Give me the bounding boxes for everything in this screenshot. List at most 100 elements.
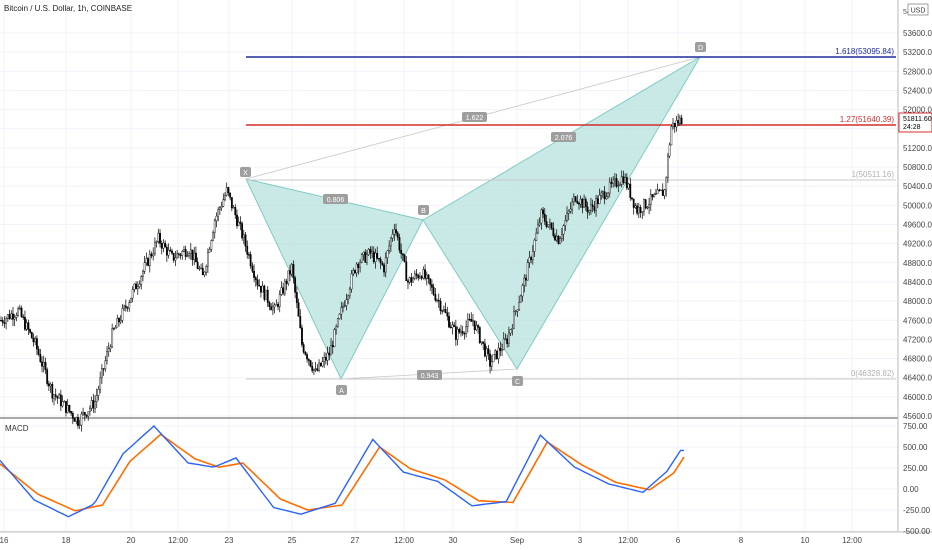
candle	[538, 222, 541, 226]
candle	[350, 273, 353, 290]
candle	[8, 314, 11, 319]
candle	[668, 144, 671, 157]
candle	[78, 424, 81, 426]
candle	[153, 242, 156, 255]
candle	[148, 253, 151, 266]
candle	[234, 207, 237, 216]
candle	[408, 277, 411, 283]
candle	[208, 249, 211, 253]
price-tick: 53600.00	[903, 29, 932, 38]
macd-axis[interactable]: 750.00 500.00 250.00 0.00 -250.00 -500.00	[903, 422, 931, 536]
candle	[102, 368, 105, 370]
candle	[179, 254, 182, 256]
candle	[283, 280, 286, 294]
candle	[128, 302, 131, 309]
candle	[378, 258, 380, 260]
time-axis[interactable]: 16 18 20 12:00 23 25 27 12:00 30 Sep 3 12:00 6 8 10 12:…	[0, 536, 863, 545]
candle	[10, 313, 13, 319]
candle	[326, 352, 329, 361]
candle	[20, 307, 23, 317]
candle	[54, 394, 57, 397]
ratio-bd: 2.076	[555, 135, 573, 142]
candle	[598, 195, 601, 204]
price-axis[interactable]: 53600.00 53200.00 52800.00 52400.00 52000.00…	[903, 29, 932, 421]
macd-line[interactable]	[0, 425, 684, 518]
candle	[504, 338, 507, 340]
candle	[325, 357, 327, 361]
candle	[210, 240, 213, 250]
macd-tick: 500.00	[903, 443, 928, 452]
macd-tick: 250.00	[903, 464, 928, 473]
currency-badge[interactable]	[907, 3, 929, 16]
candle	[583, 199, 586, 208]
time-tick: 30	[449, 536, 458, 545]
point-c-badge	[512, 376, 523, 386]
candle	[521, 285, 524, 297]
candle	[99, 377, 102, 390]
candle	[265, 289, 267, 300]
candle	[297, 302, 300, 317]
candle	[340, 307, 343, 315]
candle	[603, 191, 606, 200]
candle	[530, 257, 533, 260]
time-tick: 12:00	[394, 536, 415, 545]
candle	[656, 189, 659, 194]
currency-label: USD	[911, 8, 926, 15]
candle	[389, 237, 392, 247]
candle	[112, 328, 115, 330]
price-tick: 47200.00	[903, 335, 932, 344]
candle	[608, 181, 611, 194]
candle	[437, 299, 440, 302]
candle	[441, 310, 444, 312]
candle	[489, 353, 491, 367]
candle	[87, 411, 90, 417]
candle	[420, 276, 423, 279]
candlestick-series[interactable]	[0, 113, 683, 432]
candle	[47, 383, 50, 387]
candle	[665, 177, 668, 191]
last-price-tag: 51811.60 24:28	[898, 112, 932, 133]
candle	[461, 331, 464, 334]
symbol-title: Bitcoin / U.S. Dollar, 1h, COINBASE	[4, 4, 132, 13]
candle	[513, 311, 515, 329]
candle	[516, 309, 519, 312]
candle	[673, 122, 676, 128]
candle	[89, 407, 91, 412]
candle	[610, 181, 613, 184]
candle	[436, 299, 438, 302]
candle	[602, 191, 604, 194]
candle	[36, 338, 38, 350]
candle	[193, 252, 196, 260]
candle	[444, 309, 447, 313]
candle	[617, 185, 620, 187]
candle	[299, 316, 302, 329]
candle	[629, 183, 632, 198]
macd-signal-line[interactable]	[0, 433, 685, 512]
candle	[159, 232, 161, 244]
candle	[619, 184, 621, 186]
candle	[639, 207, 642, 213]
ratio-xb-badge	[323, 194, 348, 204]
fib-label-1: 1(50511.16)	[851, 170, 894, 179]
candle	[648, 204, 650, 208]
candle	[331, 345, 334, 348]
candle	[306, 354, 308, 360]
candle	[188, 253, 190, 256]
candle	[477, 325, 479, 328]
candle	[566, 213, 568, 221]
candle	[56, 396, 59, 399]
candle	[658, 189, 661, 191]
candle	[649, 194, 652, 205]
macd-pane[interactable]: MACD	[0, 424, 685, 518]
fib-levels[interactable]: 1.618(53095.84) 1.27(51640.39) 1(50511.1…	[246, 47, 896, 380]
candle	[104, 360, 107, 370]
candle	[316, 368, 319, 371]
candle	[311, 365, 314, 371]
candle	[533, 239, 536, 252]
candle	[63, 401, 66, 403]
candle	[651, 194, 654, 198]
candle	[319, 362, 322, 367]
candle	[244, 234, 247, 247]
candle	[39, 354, 42, 363]
